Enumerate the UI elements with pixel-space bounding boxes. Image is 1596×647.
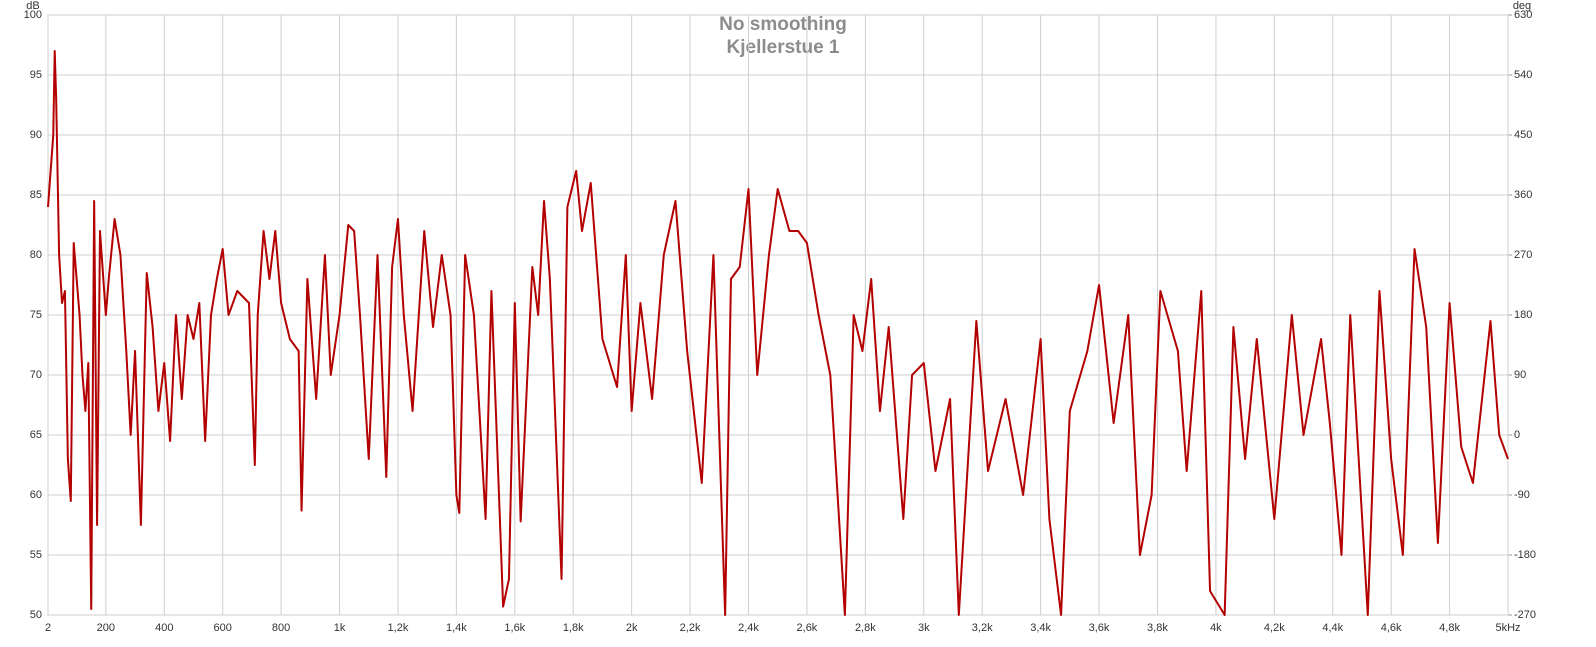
y2-tick-label: 180 (1514, 309, 1532, 321)
x-tick-label: 4,6k (1381, 622, 1402, 634)
x-tick-label: 3,6k (1089, 622, 1110, 634)
y2-tick-label: -90 (1514, 489, 1530, 501)
x-tick-label: 4,4k (1322, 622, 1343, 634)
y2-tick-label: 0 (1514, 429, 1520, 441)
y-tick-label: 85 (30, 189, 42, 201)
x-tick-label: 2,8k (855, 622, 876, 634)
y-tick-label: 90 (30, 129, 42, 141)
x-tick-label: 1,8k (563, 622, 584, 634)
x-tick-label: 2 (45, 622, 51, 634)
y-tick-label: 55 (30, 549, 42, 561)
y-tick-label: 70 (30, 369, 42, 381)
x-tick-label: 1,2k (388, 622, 409, 634)
x-tick-label: 2,6k (797, 622, 818, 634)
y-tick-label: 60 (30, 489, 42, 501)
x-tick-label: 3,8k (1147, 622, 1168, 634)
x-tick-label: 4,8k (1439, 622, 1460, 634)
y2-tick-label: -270 (1514, 609, 1536, 621)
x-tick-label: 4,2k (1264, 622, 1285, 634)
x-tick-label: 5kHz (1495, 622, 1520, 634)
x-tick-label: 600 (214, 622, 232, 634)
x-tick-label: 2,4k (738, 622, 759, 634)
y2-tick-label: -180 (1514, 549, 1536, 561)
x-tick-label: 200 (97, 622, 115, 634)
y-tick-label: 95 (30, 69, 42, 81)
x-tick-label: 3,4k (1030, 622, 1051, 634)
x-tick-label: 800 (272, 622, 290, 634)
y2-axis-label: deg (1513, 0, 1531, 12)
chart-title: No smoothing (719, 14, 847, 35)
y-tick-label: 65 (30, 429, 42, 441)
y2-tick-label: 450 (1514, 129, 1532, 141)
x-tick-label: 1,6k (504, 622, 525, 634)
y2-tick-label: 270 (1514, 249, 1532, 261)
y-tick-label: 100 (24, 9, 42, 21)
y-axis-label: dB (26, 0, 39, 12)
x-tick-label: 2k (626, 622, 638, 634)
x-tick-label: 2,2k (680, 622, 701, 634)
chart-subtitle: Kjellerstue 1 (727, 37, 840, 58)
y-tick-label: 80 (30, 249, 42, 261)
y2-tick-label: 540 (1514, 69, 1532, 81)
y2-tick-label: 360 (1514, 189, 1532, 201)
x-tick-label: 1k (334, 622, 346, 634)
y-tick-label: 50 (30, 609, 42, 621)
y2-tick-label: 630 (1514, 9, 1532, 21)
x-tick-label: 1,4k (446, 622, 467, 634)
x-tick-label: 3k (918, 622, 930, 634)
x-tick-label: 3,2k (972, 622, 993, 634)
line-series (47, 50, 1509, 616)
x-tick-label: 4k (1210, 622, 1222, 634)
y-tick-label: 75 (30, 309, 42, 321)
y2-tick-label: 90 (1514, 369, 1526, 381)
x-tick-label: 400 (155, 622, 173, 634)
